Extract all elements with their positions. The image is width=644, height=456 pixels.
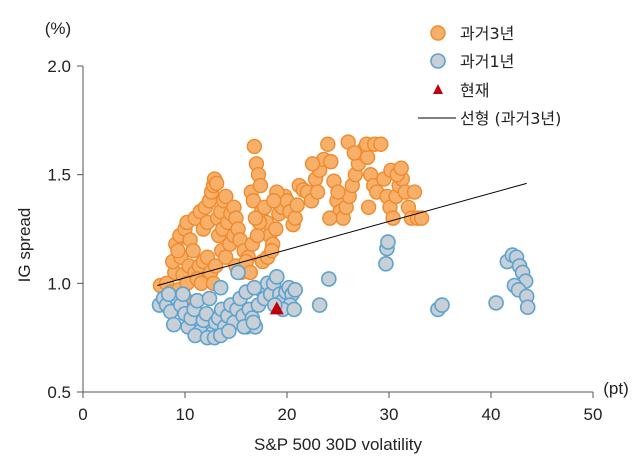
current-marker	[269, 301, 284, 315]
point-past3y	[287, 210, 303, 226]
point-past1y	[286, 301, 302, 318]
point-past3y	[385, 210, 401, 226]
point-past1y	[160, 286, 177, 303]
point-past3y	[249, 227, 266, 244]
series-points	[151, 134, 536, 346]
point-past3y	[170, 243, 186, 259]
point-past3y	[373, 136, 389, 152]
x-tick-label: 30	[380, 405, 399, 424]
x-unit-label: (pt)	[603, 379, 629, 398]
x-tick-labels: 0 10 20 30 40 50	[78, 392, 602, 424]
point-past3y	[323, 153, 339, 170]
point-past3y	[268, 221, 284, 237]
y-tick-label: 0.5	[47, 383, 71, 402]
legend-marker-past3y	[430, 25, 446, 41]
point-past1y	[175, 286, 191, 303]
point-past1y	[434, 297, 450, 313]
point-past3y	[406, 184, 423, 200]
point-past1y	[165, 316, 182, 333]
point-past3y	[252, 177, 269, 194]
y-unit-label: (%)	[45, 19, 71, 38]
point-past3y	[247, 210, 264, 226]
point-past3y	[309, 184, 326, 200]
axes	[82, 66, 593, 393]
current-marker-group	[269, 301, 284, 315]
legend-marker-past1y	[430, 53, 446, 69]
legend-label-past1y: 과거1년	[460, 52, 514, 71]
trend-line	[157, 182, 527, 286]
point-past1y	[221, 323, 237, 339]
point-past3y	[359, 149, 376, 165]
point-past3y	[304, 156, 321, 172]
legend-label-past3y: 과거3년	[460, 24, 514, 43]
x-tick-label: 50	[584, 405, 603, 424]
point-past3y	[330, 184, 346, 200]
point-past3y	[346, 145, 363, 161]
point-past1y	[378, 255, 394, 272]
legend-label-current: 현재	[460, 81, 489, 100]
y-tick-label: 1.5	[47, 166, 71, 185]
point-past1y	[201, 290, 218, 307]
legend-label-trend: 선형 (과거3년)	[460, 109, 561, 128]
x-tick-label: 0	[78, 405, 87, 424]
point-past3y	[320, 136, 336, 152]
point-past1y	[230, 264, 246, 281]
y-tick-labels: 0.5 1.0 1.5 2.0	[47, 57, 83, 402]
y-tick-label: 2.0	[47, 57, 71, 76]
legend-marker-current	[433, 84, 443, 94]
point-past3y	[393, 160, 409, 176]
x-axis-title: S&P 500 30D volatility	[254, 435, 422, 454]
point-past1y	[311, 297, 328, 313]
point-past3y	[360, 199, 377, 215]
point-past3y	[413, 210, 430, 226]
point-past1y	[380, 234, 396, 250]
point-past3y	[218, 188, 234, 205]
point-past3y	[289, 197, 305, 213]
point-past1y	[212, 279, 229, 296]
legend: 과거3년 과거1년 현재 선형 (과거3년)	[418, 24, 561, 128]
point-past1y	[287, 282, 303, 298]
point-past1y	[268, 269, 285, 285]
point-past3y	[322, 210, 338, 226]
point-past3y	[185, 243, 201, 259]
point-past3y	[207, 258, 224, 274]
point-past3y	[245, 193, 262, 209]
point-past1y	[246, 279, 263, 296]
point-past1y	[519, 299, 536, 316]
x-tick-label: 20	[278, 405, 297, 424]
y-axis-title: IG spread	[15, 208, 34, 283]
point-past1y	[488, 295, 504, 311]
point-past1y	[245, 314, 262, 331]
point-past3y	[264, 243, 280, 259]
point-past3y	[208, 175, 225, 192]
x-tick-label: 40	[482, 405, 501, 424]
point-past3y	[266, 193, 282, 209]
x-tick-label: 10	[176, 405, 195, 424]
point-past3y	[246, 138, 263, 155]
point-past1y	[321, 271, 337, 287]
y-tick-label: 1.0	[47, 274, 71, 293]
